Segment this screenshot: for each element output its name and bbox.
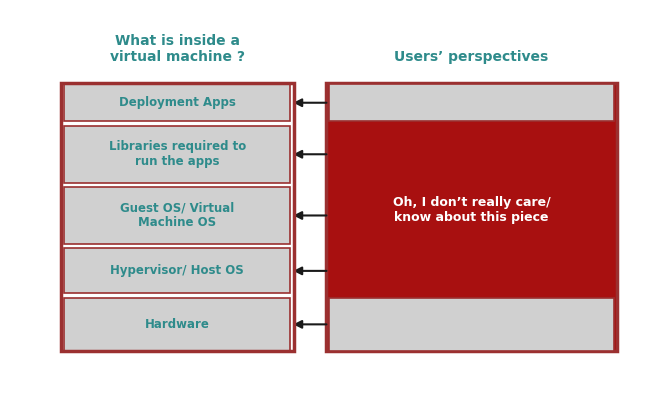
Text: Oh, I don’t really care/
know about this piece: Oh, I don’t really care/ know about this… bbox=[393, 196, 550, 224]
Text: Users’ perspectives: Users’ perspectives bbox=[394, 50, 548, 64]
FancyBboxPatch shape bbox=[64, 298, 290, 351]
Text: What is inside a
virtual machine ?: What is inside a virtual machine ? bbox=[110, 34, 244, 64]
FancyBboxPatch shape bbox=[326, 83, 617, 351]
Text: Hardware: Hardware bbox=[145, 318, 210, 331]
Text: Of course, I want the apps
run fast so I might need
powerful hardwares: Of course, I want the apps run fast so I… bbox=[389, 308, 554, 341]
Text: Deployment Apps: Deployment Apps bbox=[119, 96, 236, 109]
FancyBboxPatch shape bbox=[64, 248, 290, 293]
FancyBboxPatch shape bbox=[64, 84, 290, 121]
Text: Guest OS/ Virtual
Machine OS: Guest OS/ Virtual Machine OS bbox=[120, 202, 235, 230]
Text: Hypervisor/ Host OS: Hypervisor/ Host OS bbox=[110, 264, 244, 277]
FancyBboxPatch shape bbox=[329, 84, 614, 121]
Text: Libraries required to
run the apps: Libraries required to run the apps bbox=[109, 140, 246, 168]
FancyBboxPatch shape bbox=[64, 187, 290, 244]
Text: I only want those apps: I only want those apps bbox=[396, 96, 546, 109]
FancyBboxPatch shape bbox=[64, 126, 290, 183]
FancyBboxPatch shape bbox=[329, 298, 614, 351]
